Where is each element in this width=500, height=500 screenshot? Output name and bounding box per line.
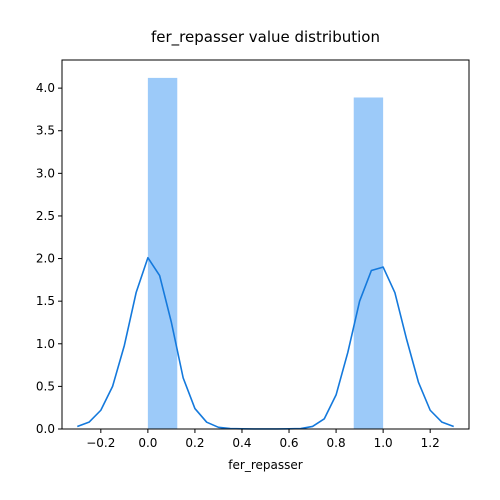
- y-tick-label: 1.5: [36, 294, 55, 308]
- y-tick-label: 2.5: [36, 209, 55, 223]
- plot-frame: [62, 60, 469, 429]
- histogram-bar: [354, 97, 383, 429]
- x-tick-label: 0.4: [232, 436, 251, 450]
- y-tick-label: 0.0: [36, 422, 55, 436]
- x-tick-label: 0.6: [279, 436, 298, 450]
- x-tick-label: −0.2: [86, 436, 115, 450]
- y-tick-label: 3.5: [36, 124, 55, 138]
- x-tick-label: 1.2: [421, 436, 440, 450]
- histogram-bar: [148, 78, 177, 429]
- chart-title: fer_repasser value distribution: [151, 28, 380, 47]
- kde-line: [77, 258, 453, 429]
- y-ticks: 0.0 0.5 1.0 1.5 2.0 2.5 3.0 3.5 4.0: [36, 81, 62, 436]
- y-tick-label: 2.0: [36, 252, 55, 266]
- x-tick-label: 0.0: [138, 436, 157, 450]
- x-tick-label: 1.0: [374, 436, 393, 450]
- x-tick-label: 0.2: [185, 436, 204, 450]
- kde-curve-group: [77, 258, 453, 429]
- x-axis-label: fer_repasser: [228, 458, 302, 472]
- axes: [62, 60, 469, 429]
- y-tick-label: 1.0: [36, 337, 55, 351]
- y-tick-label: 0.5: [36, 379, 55, 393]
- x-tick-label: 0.8: [327, 436, 346, 450]
- x-ticks: −0.2 0.0 0.2 0.4 0.6 0.8 1.0 1.2: [86, 429, 439, 450]
- y-tick-label: 3.0: [36, 166, 55, 180]
- y-tick-label: 4.0: [36, 81, 55, 95]
